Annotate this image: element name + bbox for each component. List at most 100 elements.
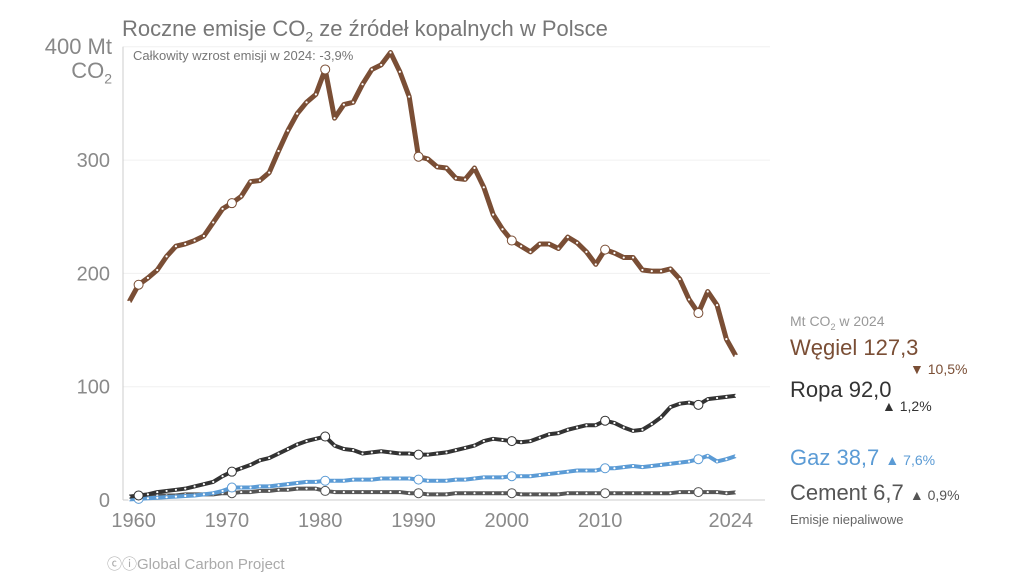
data-point	[641, 492, 644, 495]
data-point	[184, 242, 187, 246]
data-point	[240, 467, 243, 470]
data-point	[641, 268, 644, 272]
decade-marker	[506, 471, 517, 482]
data-point	[585, 492, 588, 495]
data-point	[342, 490, 345, 494]
data-point	[380, 63, 383, 67]
data-point	[408, 95, 411, 98]
data-point	[725, 338, 728, 341]
data-point	[342, 479, 345, 482]
data-point	[212, 221, 215, 224]
data-point	[314, 93, 317, 96]
data-point	[352, 478, 355, 481]
data-point	[473, 477, 476, 480]
decade-marker	[413, 151, 424, 162]
decade-marker	[413, 474, 424, 485]
data-point	[650, 464, 653, 468]
data-point	[146, 497, 150, 500]
data-point	[631, 429, 635, 432]
legend-gas: Gaz 38,7 ▲ 7,6%	[790, 445, 936, 470]
data-point	[352, 490, 355, 494]
data-point	[631, 256, 635, 259]
data-point	[128, 495, 131, 498]
y-tick-label: 100	[77, 377, 110, 399]
data-point	[352, 449, 355, 452]
data-point	[622, 492, 625, 495]
data-point	[426, 479, 429, 482]
decade-marker	[226, 198, 237, 209]
data-point	[622, 426, 625, 429]
data-point	[398, 477, 401, 480]
data-point	[482, 186, 485, 189]
legend-cement: Cement 6,7 ▲ 0,9%	[790, 480, 960, 505]
data-point	[613, 421, 616, 425]
data-point	[566, 470, 569, 473]
data-point	[389, 490, 392, 494]
data-point	[678, 402, 681, 405]
data-point	[548, 493, 551, 496]
x-tick-label: 1970	[205, 510, 250, 532]
data-point	[221, 489, 224, 493]
data-point	[585, 424, 588, 427]
legend-coal-change: ▼ 10,5%	[910, 361, 968, 377]
data-point	[715, 490, 719, 494]
data-point	[734, 491, 737, 494]
data-point	[296, 443, 299, 446]
data-point	[557, 247, 560, 250]
data-point	[268, 485, 271, 488]
data-point	[734, 354, 737, 357]
decade-marker	[693, 308, 704, 319]
data-point	[492, 213, 495, 216]
data-point	[370, 478, 373, 481]
data-point	[538, 493, 541, 496]
data-point	[650, 270, 653, 273]
data-point	[706, 490, 709, 494]
data-point	[296, 487, 299, 490]
legend-oil: Ropa 92,0	[790, 377, 892, 402]
data-point	[641, 466, 644, 469]
data-point	[408, 452, 411, 455]
data-point	[715, 304, 719, 307]
data-point	[613, 467, 616, 470]
data-point	[454, 449, 457, 452]
data-point	[436, 165, 439, 168]
data-point	[445, 451, 448, 454]
data-point	[249, 486, 252, 489]
data-point	[548, 433, 551, 436]
data-point	[296, 112, 299, 115]
data-point	[380, 450, 383, 453]
triangle-down-icon: ▼	[910, 361, 924, 377]
data-point	[277, 488, 280, 491]
data-point	[240, 490, 243, 494]
data-point	[174, 488, 178, 491]
data-point	[286, 129, 289, 132]
data-point	[212, 480, 215, 483]
data-point	[725, 395, 728, 398]
data-point	[305, 439, 308, 443]
data-point	[464, 478, 467, 481]
data-point	[146, 276, 150, 280]
data-point	[566, 428, 569, 431]
data-point	[576, 492, 579, 495]
data-point	[659, 463, 663, 466]
decade-marker	[413, 488, 424, 499]
data-point	[408, 477, 411, 480]
decade-marker	[600, 488, 611, 499]
data-point	[454, 177, 457, 180]
data-point	[706, 290, 709, 293]
data-point	[221, 475, 224, 478]
data-point	[352, 101, 355, 104]
data-point	[436, 479, 439, 482]
data-point	[631, 492, 635, 495]
decade-marker	[693, 487, 704, 498]
triangle-up-icon: ▲	[909, 487, 924, 503]
data-point	[473, 166, 476, 170]
data-point	[473, 444, 476, 447]
decade-marker	[600, 463, 611, 474]
data-point	[333, 444, 336, 447]
decade-marker	[506, 488, 517, 499]
data-point	[678, 277, 681, 281]
data-point	[687, 490, 691, 494]
data-point	[202, 483, 206, 486]
